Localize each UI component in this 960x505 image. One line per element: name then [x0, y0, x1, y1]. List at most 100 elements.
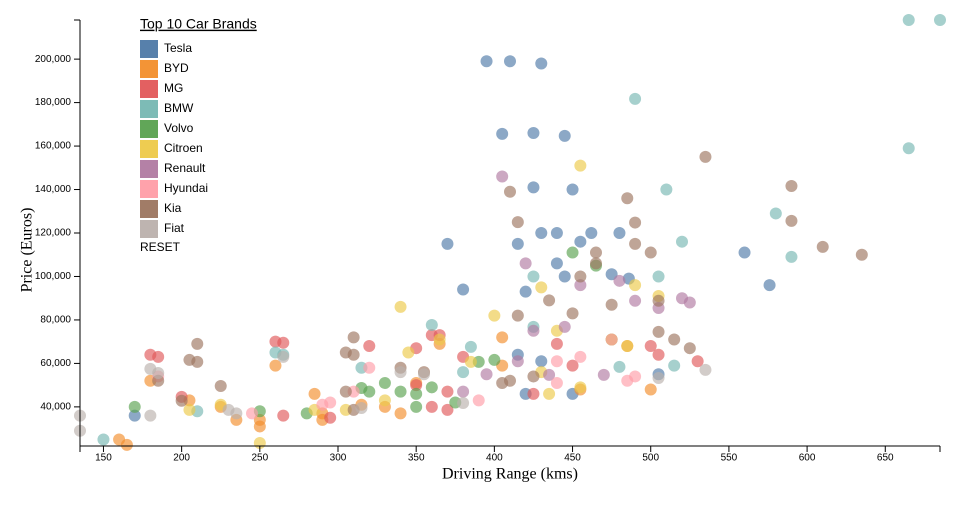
data-point[interactable] [590, 257, 602, 270]
legend-label[interactable]: Volvo [164, 121, 194, 135]
data-point[interactable] [652, 348, 665, 361]
data-point[interactable] [410, 387, 423, 400]
data-point[interactable] [574, 381, 587, 394]
data-point[interactable] [324, 396, 337, 409]
data-point[interactable] [230, 407, 243, 420]
data-point[interactable] [902, 142, 915, 155]
data-point[interactable] [324, 411, 337, 424]
legend-swatch[interactable] [140, 80, 158, 98]
data-point[interactable] [191, 337, 204, 350]
data-point[interactable] [457, 396, 470, 409]
data-point[interactable] [621, 192, 634, 205]
data-point[interactable] [527, 370, 540, 383]
data-point[interactable] [355, 401, 368, 414]
legend-swatch[interactable] [140, 120, 158, 138]
data-point[interactable] [308, 387, 321, 400]
data-point[interactable] [699, 363, 712, 376]
data-point[interactable] [550, 227, 563, 239]
data-point[interactable] [527, 181, 540, 194]
legend-swatch[interactable] [140, 140, 158, 158]
data-point[interactable] [457, 366, 470, 379]
data-point[interactable] [902, 14, 915, 26]
data-point[interactable] [629, 92, 642, 105]
data-point[interactable] [644, 383, 657, 396]
data-point[interactable] [347, 348, 360, 361]
data-point[interactable] [574, 270, 587, 283]
data-point[interactable] [120, 438, 133, 451]
legend-swatch[interactable] [140, 60, 158, 78]
legend-swatch[interactable] [140, 180, 158, 198]
data-point[interactable] [699, 150, 712, 163]
data-point[interactable] [585, 227, 598, 239]
data-point[interactable] [394, 366, 407, 379]
data-point[interactable] [441, 237, 454, 250]
data-point[interactable] [496, 127, 509, 140]
data-point[interactable] [347, 331, 360, 344]
data-point[interactable] [277, 336, 290, 349]
data-point[interactable] [394, 407, 407, 420]
data-point[interactable] [410, 379, 423, 392]
data-point[interactable] [550, 257, 563, 270]
legend-label[interactable]: Fiat [164, 221, 185, 235]
legend-label[interactable]: Hyundai [164, 181, 208, 195]
data-point[interactable] [464, 355, 477, 368]
data-point[interactable] [418, 368, 430, 381]
data-point[interactable] [763, 279, 776, 292]
reset-button[interactable]: RESET [140, 240, 181, 254]
data-point[interactable] [480, 368, 493, 381]
data-point[interactable] [629, 370, 642, 383]
data-point[interactable] [128, 400, 141, 413]
data-point[interactable] [339, 385, 352, 398]
data-point[interactable] [683, 342, 696, 355]
data-point[interactable] [363, 361, 376, 374]
data-point[interactable] [457, 283, 470, 296]
data-point[interactable] [480, 55, 493, 68]
data-point[interactable] [644, 246, 657, 259]
data-point[interactable] [660, 183, 673, 196]
data-point[interactable] [543, 368, 556, 381]
data-point[interactable] [527, 127, 540, 140]
data-point[interactable] [433, 333, 446, 346]
data-point[interactable] [769, 207, 782, 220]
data-point[interactable] [574, 235, 587, 248]
data-point[interactable] [410, 400, 423, 413]
data-point[interactable] [676, 235, 688, 248]
data-point[interactable] [425, 400, 438, 413]
data-point[interactable] [402, 346, 415, 359]
data-point[interactable] [214, 380, 227, 393]
data-point[interactable] [785, 250, 798, 263]
data-point[interactable] [504, 55, 516, 68]
data-point[interactable] [152, 366, 165, 379]
data-point[interactable] [855, 248, 868, 261]
data-point[interactable] [574, 350, 587, 363]
legend-label[interactable]: Citroen [164, 141, 203, 155]
legend-swatch[interactable] [140, 100, 158, 118]
data-point[interactable] [425, 381, 438, 394]
data-point[interactable] [543, 294, 556, 307]
data-point[interactable] [425, 318, 438, 331]
data-point[interactable] [621, 340, 634, 353]
data-point[interactable] [629, 237, 642, 250]
data-point[interactable] [363, 340, 376, 353]
data-point[interactable] [394, 300, 407, 313]
data-point[interactable] [441, 403, 454, 416]
legend-swatch[interactable] [140, 160, 158, 178]
data-point[interactable] [566, 307, 579, 320]
data-point[interactable] [597, 368, 610, 381]
legend-label[interactable]: BMW [164, 101, 194, 115]
data-point[interactable] [605, 333, 618, 346]
data-point[interactable] [785, 214, 798, 227]
data-point[interactable] [738, 246, 751, 259]
data-point[interactable] [574, 159, 587, 172]
data-point[interactable] [613, 360, 626, 373]
data-point[interactable] [175, 394, 188, 407]
data-point[interactable] [543, 387, 556, 400]
data-point[interactable] [605, 298, 618, 311]
data-point[interactable] [613, 274, 626, 287]
data-point[interactable] [652, 294, 665, 307]
data-point[interactable] [488, 309, 501, 322]
data-point[interactable] [97, 433, 110, 446]
data-point[interactable] [277, 409, 290, 422]
data-point[interactable] [183, 403, 196, 416]
data-point[interactable] [629, 216, 642, 229]
